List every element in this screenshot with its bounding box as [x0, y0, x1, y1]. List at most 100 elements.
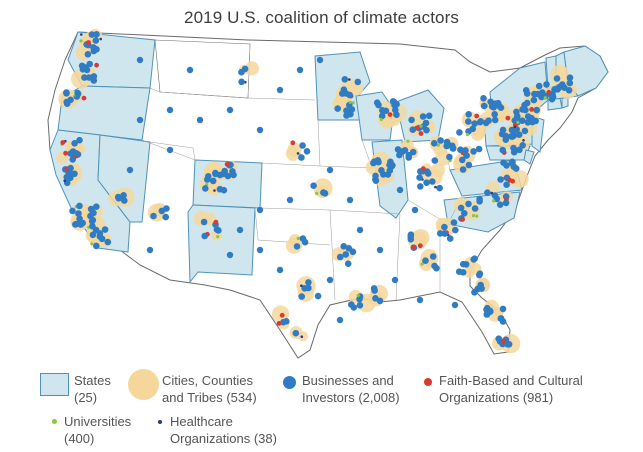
- business-marker: [496, 201, 504, 208]
- business-marker: [224, 172, 232, 180]
- business-marker: [457, 204, 465, 212]
- business-marker: [286, 196, 294, 204]
- business-marker: [292, 329, 300, 337]
- business-marker: [429, 178, 436, 185]
- faith-marker: [460, 217, 465, 222]
- city-marker: [495, 108, 509, 122]
- business-marker: [482, 119, 490, 127]
- business-marker: [75, 210, 82, 217]
- legend-healthcare-line1: Healthcare: [170, 414, 233, 429]
- faith-marker: [94, 62, 99, 68]
- business-marker: [293, 243, 301, 250]
- healthcare-marker: [300, 284, 303, 288]
- business-marker: [431, 157, 439, 164]
- legend-universities-line2: (400): [64, 431, 95, 446]
- business-marker: [565, 87, 573, 94]
- business-marker: [356, 226, 364, 234]
- business-marker: [405, 151, 413, 159]
- university-marker: [492, 199, 496, 203]
- legend-healthcare-swatch: [158, 420, 162, 424]
- business-marker: [93, 203, 100, 210]
- business-marker: [502, 136, 510, 143]
- legend-cities-line2: and Tribes (534): [162, 390, 257, 405]
- business-marker: [446, 153, 453, 161]
- city-marker: [71, 69, 91, 89]
- business-marker: [495, 335, 503, 343]
- business-marker: [303, 148, 311, 155]
- university-marker: [379, 117, 383, 122]
- business-marker: [305, 284, 312, 292]
- faith-marker: [418, 131, 424, 136]
- university-marker: [90, 242, 94, 246]
- legend-states-swatch: [40, 373, 69, 396]
- healthcare-marker: [296, 152, 300, 155]
- university-marker: [543, 96, 547, 100]
- business-marker: [69, 156, 76, 163]
- healthcare-marker: [300, 335, 304, 339]
- legend-faith-swatch: [424, 378, 432, 386]
- business-marker: [476, 195, 483, 203]
- business-marker: [209, 177, 217, 185]
- business-marker: [67, 164, 74, 172]
- legend-cities-swatch: [128, 369, 159, 400]
- business-marker: [298, 293, 306, 300]
- healthcare-marker: [80, 33, 83, 36]
- business-marker: [471, 255, 478, 262]
- business-marker: [78, 62, 86, 70]
- business-marker: [393, 101, 400, 108]
- business-marker: [71, 140, 78, 147]
- university-marker: [79, 39, 83, 43]
- business-marker: [430, 140, 438, 147]
- business-marker: [121, 197, 128, 204]
- business-marker: [515, 131, 523, 138]
- business-marker: [114, 193, 122, 201]
- faith-marker: [420, 166, 426, 172]
- business-marker: [502, 199, 510, 207]
- city-marker: [285, 146, 301, 161]
- business-marker: [93, 31, 100, 38]
- business-marker: [516, 146, 523, 154]
- legend-businesses-line1: Businesses and: [302, 373, 394, 388]
- business-marker: [84, 51, 92, 58]
- business-marker: [346, 196, 354, 204]
- business-marker: [92, 37, 100, 44]
- legend-universities-line1: Universities: [64, 414, 132, 429]
- business-marker: [509, 133, 516, 140]
- business-marker: [499, 305, 507, 313]
- legend-universities-swatch: [52, 419, 57, 424]
- business-marker: [74, 90, 82, 98]
- business-marker: [344, 260, 352, 268]
- business-marker: [499, 146, 507, 154]
- faith-marker: [410, 244, 416, 250]
- business-marker: [372, 295, 379, 302]
- business-marker: [343, 107, 350, 114]
- university-marker: [516, 120, 520, 124]
- business-marker: [465, 161, 473, 169]
- business-marker: [508, 126, 516, 134]
- business-marker: [475, 145, 483, 153]
- business-marker: [530, 96, 538, 104]
- city-marker: [431, 163, 445, 178]
- business-marker: [340, 243, 348, 250]
- university-marker: [406, 139, 410, 143]
- business-marker: [417, 183, 424, 190]
- business-marker: [200, 218, 208, 226]
- business-marker: [391, 276, 399, 284]
- business-marker: [407, 233, 415, 240]
- business-marker: [543, 81, 550, 88]
- business-marker: [88, 217, 96, 225]
- business-marker: [321, 190, 329, 197]
- state-de: [523, 149, 535, 165]
- healthcare-marker: [490, 191, 494, 195]
- business-marker: [521, 101, 528, 109]
- business-marker: [512, 165, 520, 172]
- university-marker: [348, 100, 352, 104]
- business-marker: [446, 235, 454, 242]
- legend-businesses-line2: Investors (2,008): [302, 390, 400, 405]
- business-marker: [433, 264, 440, 272]
- business-marker: [238, 78, 245, 86]
- faith-marker: [387, 112, 393, 117]
- faith-marker: [213, 219, 219, 225]
- business-marker: [372, 177, 380, 184]
- university-marker: [420, 262, 424, 266]
